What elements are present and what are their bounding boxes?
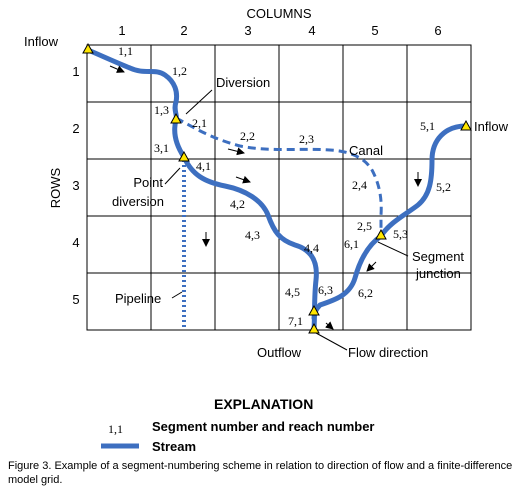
rows-label: ROWS xyxy=(48,167,63,208)
inflow-left-label: Inflow xyxy=(24,34,59,49)
flow-arrow xyxy=(235,175,251,184)
node-triangle xyxy=(170,112,182,124)
model-grid xyxy=(86,44,472,331)
diversion-label: Diversion xyxy=(216,75,270,90)
row-number: 2 xyxy=(72,121,79,136)
canal-line xyxy=(175,116,383,236)
column-number: 4 xyxy=(308,23,315,38)
explanation-title: EXPLANATION xyxy=(214,396,313,412)
reach-label: 4,2 xyxy=(230,197,245,211)
column-number: 2 xyxy=(180,23,187,38)
outflow-label: Outflow xyxy=(257,345,302,360)
node-triangle xyxy=(375,228,387,240)
node-triangle xyxy=(82,42,94,54)
stream-tributary xyxy=(378,123,469,239)
reach-label: 5,2 xyxy=(436,180,451,194)
reach-label: 2,3 xyxy=(299,132,314,146)
point-diversion-label: Point xyxy=(133,175,163,190)
legend-sample-reach: 1,1 xyxy=(108,422,123,436)
reach-label: 7,1 xyxy=(288,314,303,328)
flow-arrow xyxy=(325,321,334,330)
reach-label: 4,1 xyxy=(196,159,211,173)
row-number: 5 xyxy=(72,292,79,307)
reach-label: 6,1 xyxy=(344,237,359,251)
reach-label: 5,3 xyxy=(393,227,408,241)
row-number: 3 xyxy=(72,178,79,193)
leader-line xyxy=(377,241,409,257)
reach-label: 6,3 xyxy=(318,283,333,297)
leader-line xyxy=(164,167,181,185)
legend-segment-text: Segment number and reach number xyxy=(152,419,375,434)
reach-label: 2,1 xyxy=(192,116,207,130)
figure-caption: Figure 3. Example of a segment-numbering… xyxy=(8,460,513,486)
inflow-right-label: Inflow xyxy=(474,119,509,134)
reach-label: 1,3 xyxy=(154,103,169,117)
stream-main xyxy=(85,47,319,333)
node-triangle xyxy=(308,322,320,334)
column-number: 5 xyxy=(371,23,378,38)
reach-label: 1,1 xyxy=(118,44,133,58)
column-number: 3 xyxy=(244,23,251,38)
reach-label: 5,1 xyxy=(420,119,435,133)
leader-line xyxy=(315,332,348,351)
legend-stream-text: Stream xyxy=(152,439,196,454)
leader-line xyxy=(185,89,213,115)
node-triangle xyxy=(308,304,320,316)
row-number: 4 xyxy=(72,235,79,250)
reach-label: 4,5 xyxy=(285,285,300,299)
column-number: 1 xyxy=(118,23,125,38)
leader-line xyxy=(171,291,183,299)
point-diversion-label: diversion xyxy=(112,194,164,209)
reach-label: 2,4 xyxy=(352,178,367,192)
flow-arrow xyxy=(109,65,125,73)
pipeline-label: Pipeline xyxy=(115,291,161,306)
flow-direction-label: Flow direction xyxy=(348,345,428,360)
canal-label: Canal xyxy=(349,143,383,158)
node-triangle xyxy=(460,119,472,131)
row-number: 1 xyxy=(72,64,79,79)
flow-arrow xyxy=(227,147,245,156)
segment-junction-label: junction xyxy=(415,266,461,281)
explanation-legend: EXPLANATION 1,1 Segment number and reach… xyxy=(101,396,375,454)
reach-label: 1,2 xyxy=(172,64,187,78)
segment-junction-label: Segment xyxy=(412,249,464,264)
reach-label: 4,3 xyxy=(245,228,260,242)
flow-arrow xyxy=(366,261,377,272)
reach-label: 3,1 xyxy=(154,141,169,155)
reach-label: 4,4 xyxy=(304,241,319,255)
reach-label: 6,2 xyxy=(358,286,373,300)
columns-label: COLUMNS xyxy=(246,6,311,21)
node-triangle xyxy=(178,150,190,162)
column-number: 6 xyxy=(434,23,441,38)
reach-label: 2,5 xyxy=(357,219,372,233)
reach-label: 2,2 xyxy=(240,129,255,143)
